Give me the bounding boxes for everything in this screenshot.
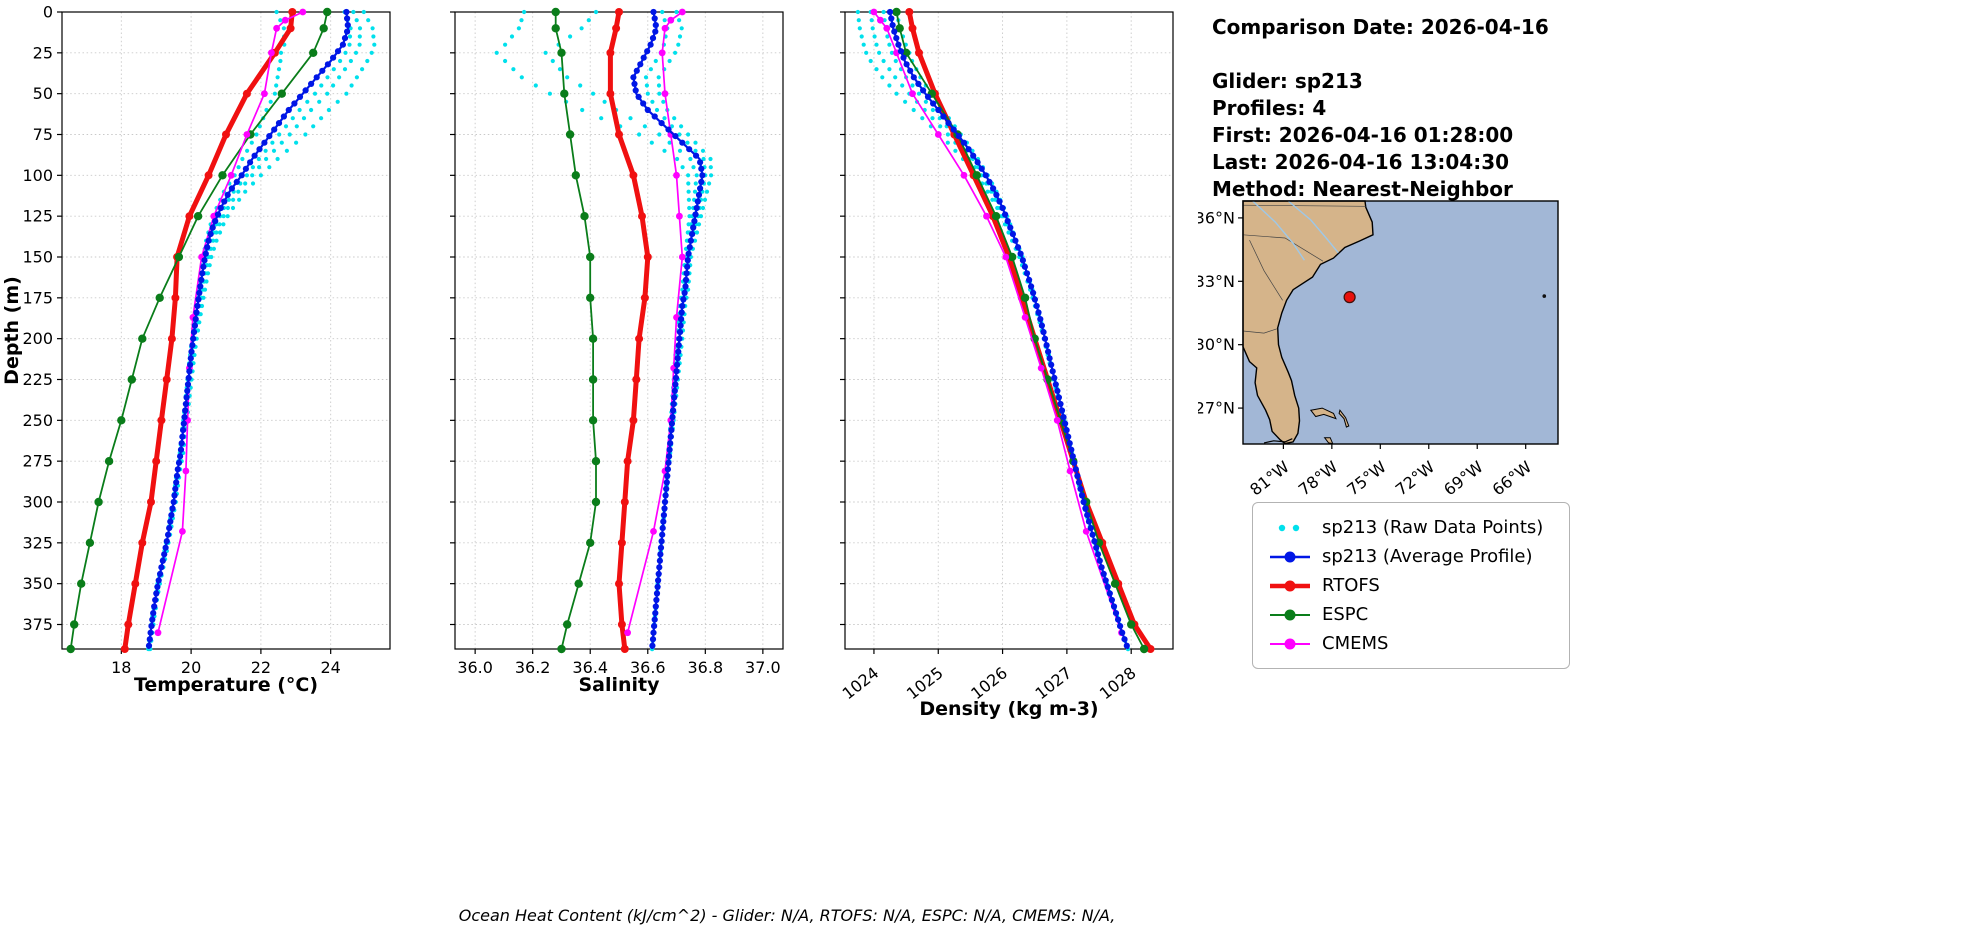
svg-text:50: 50 <box>33 84 53 103</box>
glider-position-marker <box>1343 291 1356 304</box>
svg-text:72°W: 72°W <box>1392 457 1439 499</box>
svg-text:300: 300 <box>22 493 53 512</box>
svg-text:Temperature (°C): Temperature (°C) <box>134 674 318 696</box>
svg-text:69°W: 69°W <box>1440 457 1487 499</box>
svg-text:0: 0 <box>43 3 53 22</box>
legend-item-espc: ESPC <box>1267 600 1555 629</box>
svg-text:1024: 1024 <box>839 663 883 703</box>
temperature-espc-profile <box>66 7 332 654</box>
svg-text:350: 350 <box>22 574 53 593</box>
svg-text:36.8: 36.8 <box>688 658 724 677</box>
legend-item-rtofs: RTOFS <box>1267 571 1555 600</box>
svg-text:33°N: 33°N <box>1198 272 1235 291</box>
map-frame <box>1242 200 1559 445</box>
method: Method: Nearest-Neighbor <box>1212 177 1513 201</box>
svg-text:18: 18 <box>111 658 131 677</box>
density-gridlines <box>845 11 1173 649</box>
state-border-line <box>1242 204 1366 207</box>
temperature-gridlines <box>62 11 390 649</box>
profiles-count: Profiles: 4 <box>1212 96 1327 120</box>
bermuda-island-dot <box>1542 294 1547 298</box>
svg-text:275: 275 <box>22 452 53 471</box>
plot-salinity: 36.0 36.2 36.4 36.6 36.8 37.0 Salinity <box>450 7 784 696</box>
legend-marker-avg-icon <box>1270 551 1310 562</box>
map-land-coastline <box>1242 200 1374 445</box>
svg-text:81°W: 81°W <box>1246 457 1293 499</box>
legend-item-raw: sp213 (Raw Data Points) <box>1267 513 1555 542</box>
svg-text:1028: 1028 <box>1096 663 1140 703</box>
svg-text:24: 24 <box>321 658 341 677</box>
legend-label: ESPC <box>1322 604 1369 625</box>
svg-text:Ocean Heat Content (kJ/cm^2) -: Ocean Heat Content (kJ/cm^2) - Glider: N… <box>459 906 1116 925</box>
svg-text:75°W: 75°W <box>1343 457 1390 499</box>
first-profile-time: First: 2026-04-16 01:28:00 <box>1212 123 1514 147</box>
svg-text:Depth (m): Depth (m) <box>1 276 23 385</box>
legend: sp213 (Raw Data Points) sp213 (Average Pr… <box>1252 502 1570 669</box>
legend-marker-espc-icon <box>1270 609 1310 620</box>
legend-item-avg: sp213 (Average Profile) <box>1267 542 1555 571</box>
legend-marker-raw-icon <box>1278 524 1300 531</box>
svg-text:22: 22 <box>251 658 271 677</box>
svg-text:36.2: 36.2 <box>515 658 551 677</box>
svg-text:125: 125 <box>22 207 53 226</box>
svg-text:25: 25 <box>33 43 53 62</box>
svg-text:36.6: 36.6 <box>630 658 666 677</box>
legend-label: sp213 (Average Profile) <box>1322 546 1533 567</box>
legend-label: RTOFS <box>1322 575 1380 596</box>
svg-text:36.4: 36.4 <box>572 658 608 677</box>
svg-text:78°W: 78°W <box>1295 457 1342 499</box>
legend-label: CMEMS <box>1322 633 1389 654</box>
svg-text:75: 75 <box>33 125 53 144</box>
island-outline <box>1309 407 1337 420</box>
svg-text:27°N: 27°N <box>1198 399 1235 418</box>
salinity-average-profile <box>630 8 706 650</box>
svg-text:375: 375 <box>22 615 53 634</box>
river-line <box>1252 200 1305 261</box>
svg-text:100: 100 <box>22 166 53 185</box>
svg-text:150: 150 <box>22 248 53 267</box>
state-border-line <box>1242 328 1278 334</box>
svg-text:36°N: 36°N <box>1198 208 1235 227</box>
last-profile-time: Last: 2026-04-16 13:04:30 <box>1212 150 1510 174</box>
plot-temperature: 18 20 22 24 0 25 50 75 100 125 150 175 200 225 250 275 3… <box>22 3 391 696</box>
svg-text:Salinity: Salinity <box>578 674 660 696</box>
svg-text:225: 225 <box>22 370 53 389</box>
svg-text:175: 175 <box>22 288 53 307</box>
svg-text:Density (kg m-3): Density (kg m-3) <box>919 698 1098 720</box>
svg-text:36.0: 36.0 <box>457 658 493 677</box>
svg-text:30°N: 30°N <box>1198 335 1235 354</box>
river-line <box>1287 200 1339 254</box>
state-border-line <box>1242 234 1324 262</box>
density-average-profile <box>886 8 1130 650</box>
legend-marker-rtofs-icon <box>1270 580 1310 591</box>
legend-label: sp213 (Raw Data Points) <box>1322 517 1544 538</box>
salinity-espc-profile <box>551 7 601 654</box>
comparison-info: Comparison Date: 2026-04-16 Glider: sp21… <box>1212 14 1549 203</box>
legend-item-cmems: CMEMS <box>1267 629 1555 658</box>
state-border-line <box>1249 239 1283 301</box>
svg-text:66°W: 66°W <box>1489 457 1536 499</box>
temperature-average-profile <box>145 8 351 650</box>
density-cmems-profile <box>870 8 1125 637</box>
legend-marker-cmems-icon <box>1270 638 1310 649</box>
florida-keys-outline <box>1263 438 1293 444</box>
svg-text:20: 20 <box>181 658 201 677</box>
svg-text:37.0: 37.0 <box>745 658 781 677</box>
location-map: 36°N 33°N 30°N 27°N 81°W 78°W 75°W 72°W 69°W 66°W <box>1198 200 1559 499</box>
salinity-rtofs-profile <box>606 8 652 653</box>
comparison-date: Comparison Date: 2026-04-16 <box>1212 15 1549 39</box>
svg-text:250: 250 <box>22 411 53 430</box>
island-outline <box>1338 409 1350 428</box>
profile-plots-figure: 18 20 22 24 0 25 50 75 100 125 150 175 200 225 250 275 3… <box>1 3 1174 925</box>
svg-text:325: 325 <box>22 533 53 552</box>
svg-text:200: 200 <box>22 329 53 348</box>
glider-name: Glider: sp213 <box>1212 69 1363 93</box>
